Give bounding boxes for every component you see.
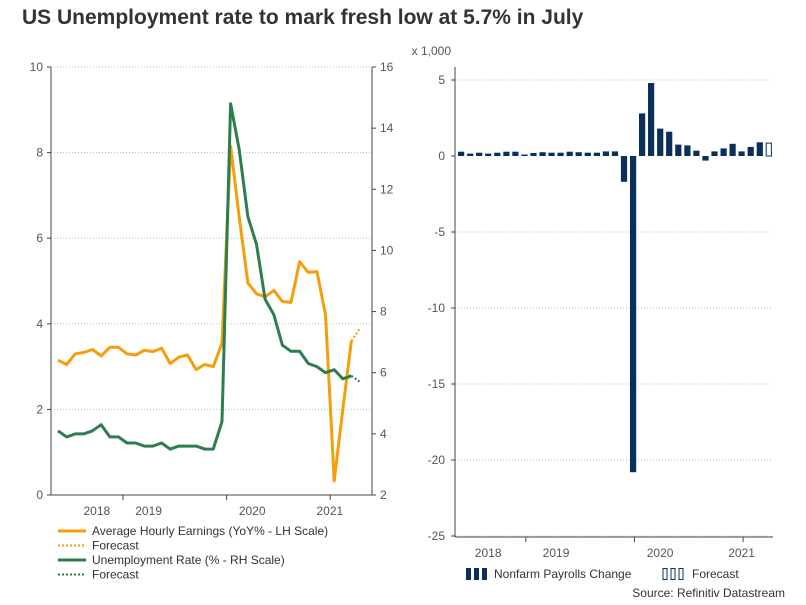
source-note: Source: Refinitiv Datastream <box>632 586 785 600</box>
payroll-bar-27 <box>702 156 709 161</box>
payroll-bar-30 <box>729 143 736 156</box>
x-tick-label-2018: 2018 <box>83 504 110 518</box>
right-bar-chart: 5 0 -5 -10 -15 -20 -25 x 1,000 2018 2019 2020 2021 <box>412 44 773 560</box>
left-tick-label-6: 6 <box>36 231 43 245</box>
right-tick-label-8: 8 <box>380 305 387 319</box>
bar-tick-label--15: -15 <box>428 377 446 391</box>
legend-label-unemployment-forecast: Forecast <box>92 568 139 582</box>
bar-tick-label-0: 0 <box>438 149 445 163</box>
legend-label-payrolls-forecast: Forecast <box>692 567 739 581</box>
payroll-bar-26 <box>693 150 700 156</box>
earnings-line <box>57 144 353 483</box>
payroll-bar-21 <box>648 83 655 156</box>
unemployment-line <box>57 102 352 451</box>
payroll-bar-4 <box>494 152 501 156</box>
payroll-bar-5 <box>503 151 510 156</box>
payroll-bar-6 <box>512 151 519 156</box>
payroll-bar-33 <box>756 142 763 156</box>
payroll-bar-23 <box>666 131 673 156</box>
payroll-bar-32 <box>747 146 754 156</box>
payroll-bar-14 <box>584 152 591 156</box>
legend-label-earnings: Average Hourly Earnings (YoY% - LH Scale… <box>92 524 328 538</box>
unemployment-forecast-line <box>350 374 361 383</box>
left-line-chart: 0 2 4 6 8 10 2 4 6 8 10 12 14 16 2018 2019 2020 2021 <box>30 60 394 518</box>
payroll-bar-8 <box>530 153 537 156</box>
payroll-bar-20 <box>639 113 646 156</box>
payroll-bar-28 <box>711 151 718 156</box>
bar-tick-label-5: 5 <box>438 73 445 87</box>
right-tick-label-14: 14 <box>380 121 394 135</box>
payroll-bar-24 <box>675 144 682 156</box>
legend-label-unemployment: Unemployment Rate (% - RH Scale) <box>92 553 285 567</box>
payroll-bar-15 <box>593 152 600 156</box>
legends: Average Hourly Earnings (YoY% - LH Scale… <box>58 524 739 582</box>
bar-tick-label--5: -5 <box>434 225 445 239</box>
bar-tick-label--25: -25 <box>428 529 446 543</box>
x-tick-label-2020: 2020 <box>239 504 266 518</box>
payroll-bar-16 <box>602 151 609 156</box>
x-tick-label-2019: 2019 <box>135 504 162 518</box>
payroll-bar-22 <box>657 128 664 156</box>
payroll-bar-0 <box>458 151 465 156</box>
bar-x-tick-label-2018: 2018 <box>475 546 502 560</box>
legend-swatch-payrolls-0 <box>466 568 471 580</box>
bar-tick-label--10: -10 <box>428 301 446 315</box>
left-tick-label-8: 8 <box>36 146 43 160</box>
payroll-bar-31 <box>738 151 745 156</box>
left-tick-label-10: 10 <box>30 60 44 74</box>
earnings-forecast-line <box>350 327 361 342</box>
legend-label-payrolls: Nonfarm Payrolls Change <box>494 567 632 581</box>
payroll-bar-13 <box>575 152 582 156</box>
payroll-forecast-bar-0 <box>765 142 772 157</box>
bar-x-tick-label-2020: 2020 <box>647 546 674 560</box>
right-tick-label-2: 2 <box>380 488 387 502</box>
payroll-bar-2 <box>476 152 483 156</box>
payroll-bar-19 <box>630 156 637 473</box>
payroll-bar-9 <box>539 152 546 156</box>
bar-x-tick-label-2021: 2021 <box>728 546 755 560</box>
legend-swatch-payrolls-forecast-1 <box>670 568 676 580</box>
left-tick-label-4: 4 <box>36 317 43 331</box>
left-tick-label-2: 2 <box>36 402 43 416</box>
payroll-bar-17 <box>611 151 619 156</box>
bar-x-tick-label-2019: 2019 <box>543 546 570 560</box>
right-tick-label-12: 12 <box>380 182 394 196</box>
left-tick-label-0: 0 <box>36 488 43 502</box>
right-tick-label-6: 6 <box>380 366 387 380</box>
right-tick-label-10: 10 <box>380 243 394 257</box>
legend-swatch-payrolls-forecast-2 <box>678 568 684 580</box>
legend-swatch-payrolls-1 <box>474 568 479 580</box>
payroll-bar-29 <box>720 148 727 156</box>
payroll-bar-10 <box>548 152 555 156</box>
payroll-bar-12 <box>566 151 573 156</box>
legend-swatch-payrolls-forecast-0 <box>662 568 668 580</box>
right-tick-label-16: 16 <box>380 60 394 74</box>
payroll-bar-7 <box>521 154 528 156</box>
payroll-bar-25 <box>684 145 691 156</box>
legend-label-earnings-forecast: Forecast <box>92 539 139 553</box>
bar-tick-label--20: -20 <box>428 453 446 467</box>
payroll-bar-11 <box>557 152 564 156</box>
chart-title: US Unemployment rate to mark fresh low a… <box>22 6 584 29</box>
payroll-bar-1 <box>467 153 474 156</box>
payroll-bar-3 <box>485 153 492 156</box>
bar-unit-label: x 1,000 <box>412 44 452 58</box>
x-tick-label-2021: 2021 <box>316 504 343 518</box>
payroll-bar-18 <box>620 156 628 182</box>
legend-swatch-payrolls-2 <box>482 568 487 580</box>
right-tick-label-4: 4 <box>380 427 387 441</box>
